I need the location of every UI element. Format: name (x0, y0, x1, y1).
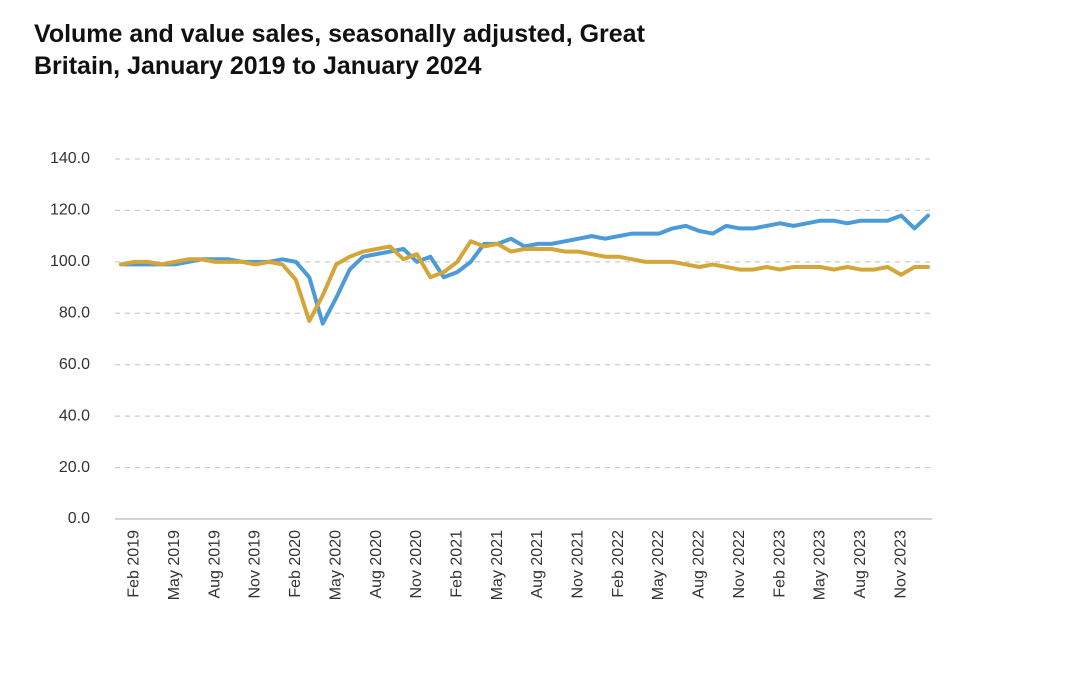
y-tick-label: 40.0 (59, 407, 90, 424)
y-tick-label: 60.0 (59, 356, 90, 373)
x-tick-label: Aug 2019 (206, 530, 223, 599)
x-tick-label: Aug 2022 (691, 530, 708, 599)
y-tick-label: 140.0 (50, 150, 90, 167)
y-tick-label: 100.0 (50, 253, 90, 270)
y-tick-label: 120.0 (50, 202, 90, 219)
x-tick-label: May 2023 (812, 530, 829, 600)
data-line (119, 213, 930, 326)
x-tick-label: Aug 2021 (529, 530, 546, 599)
data-line (119, 239, 930, 323)
x-tick-label: Aug 2020 (368, 530, 385, 599)
x-tick-label: Nov 2023 (892, 530, 909, 599)
x-tick-label: Nov 2020 (408, 530, 425, 599)
x-tick-label: Nov 2022 (731, 530, 748, 599)
x-tick-label: Feb 2021 (448, 530, 465, 598)
x-tick-label: May 2021 (489, 530, 506, 600)
x-tick-label: Nov 2021 (570, 530, 587, 599)
y-tick-label: 0.0 (68, 510, 90, 527)
x-tick-label: May 2022 (650, 530, 667, 600)
x-tick-label: Aug 2023 (852, 530, 869, 599)
y-tick-label: 20.0 (59, 459, 90, 476)
x-tick-label: May 2019 (166, 530, 183, 600)
x-tick-label: Feb 2022 (610, 530, 627, 598)
y-tick-label: 80.0 (59, 305, 90, 322)
x-tick-label: Feb 2023 (771, 530, 788, 598)
x-tick-label: May 2020 (327, 530, 344, 600)
chart-title: Volume and value sales, seasonally adjus… (34, 20, 646, 80)
x-tick-label: Nov 2019 (247, 530, 264, 599)
x-tick-label: Feb 2019 (126, 530, 143, 598)
x-tick-label: Feb 2020 (287, 530, 304, 598)
